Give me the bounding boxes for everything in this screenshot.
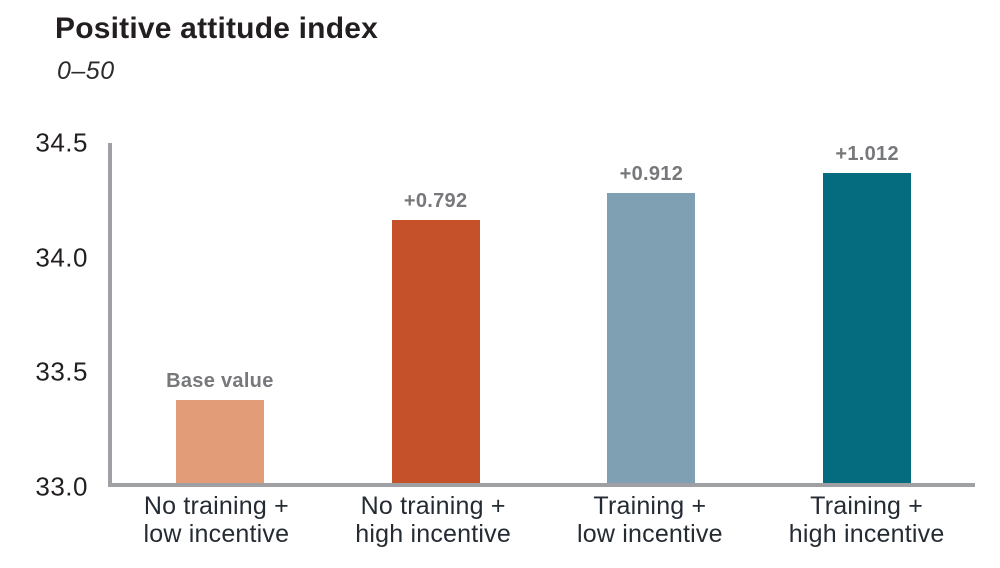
plot-area: Base value +0.792 +0.912 +1.012 [108, 143, 975, 487]
chart-subtitle-scale: 0–50 [57, 57, 115, 85]
bar-annotation-delta-0792: +0.792 [403, 190, 468, 213]
x-label-no-training-low-incentive: No training + low incentive [108, 492, 325, 548]
x-label-line1: Training + [810, 492, 924, 520]
x-label-line1: No training + [143, 492, 289, 520]
x-label-line2: low incentive [143, 520, 290, 548]
x-axis: No training + low incentive No training … [108, 492, 975, 548]
x-label-line1: No training + [360, 492, 506, 520]
chart-title: Positive attitude index [55, 12, 378, 45]
x-label-training-high-incentive: Training + high incentive [758, 492, 975, 548]
bar-annotation-base-value: Base value [166, 369, 274, 392]
x-label-no-training-high-incentive: No training + high incentive [325, 492, 542, 548]
y-axis: 34.5 34.0 33.5 33.0 [0, 0, 92, 568]
y-tick-33-0: 33.0 [35, 471, 88, 502]
bars-row: Base value +0.792 +0.912 +1.012 [112, 143, 975, 483]
y-tick-33-5: 33.5 [35, 356, 88, 387]
x-label-line2: high incentive [355, 520, 511, 548]
y-tick-34-5: 34.5 [35, 127, 88, 158]
x-label-training-low-incentive: Training + low incentive [542, 492, 759, 548]
bar-annotation-delta-0912: +0.912 [619, 162, 684, 185]
x-label-line2: high incentive [788, 520, 945, 548]
y-tick-34-0: 34.0 [35, 242, 88, 273]
bar-column-no-training-low-incentive: Base value [112, 143, 328, 483]
bar-column-training-low-incentive: +0.912 [544, 143, 760, 483]
x-label-line2: low incentive [577, 520, 723, 548]
bar-no-training-low-incentive [175, 399, 264, 483]
x-label-line1: Training + [593, 492, 707, 520]
bar-annotation-delta-1012: +1.012 [835, 143, 899, 165]
bar-no-training-high-incentive [391, 220, 480, 483]
bar-training-low-incentive [607, 192, 696, 483]
bar-column-training-high-incentive: +1.012 [759, 143, 975, 483]
bar-column-no-training-high-incentive: +0.792 [328, 143, 544, 483]
bar-training-high-incentive [823, 173, 912, 483]
